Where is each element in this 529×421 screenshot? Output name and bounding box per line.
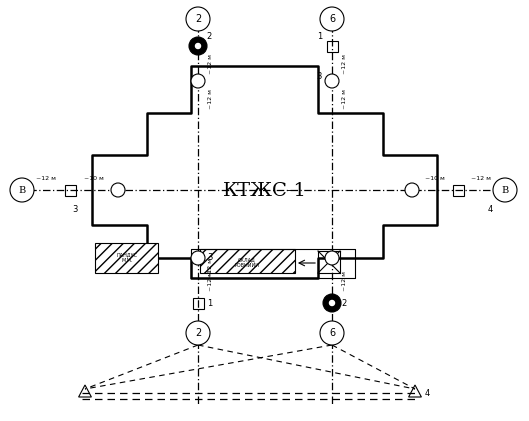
Text: ~10 м: ~10 м (84, 176, 104, 181)
Bar (200, 249, 295, 273)
Circle shape (111, 183, 125, 197)
Text: ~12 м: ~12 м (36, 176, 56, 181)
Text: ~12 м: ~12 м (471, 176, 491, 181)
Circle shape (405, 183, 419, 197)
Circle shape (325, 251, 339, 265)
Text: 1: 1 (317, 32, 322, 40)
Text: ~12 м: ~12 м (342, 89, 346, 109)
Text: ПАНДУС
М.М.: ПАНДУС М.М. (116, 253, 138, 264)
Circle shape (186, 321, 210, 345)
Text: В: В (19, 186, 25, 195)
Bar (452, 184, 463, 195)
Text: 6: 6 (329, 328, 335, 338)
Text: 2: 2 (206, 32, 211, 40)
Text: ~12 м: ~12 м (207, 89, 213, 109)
Text: КТЖС-1: КТЖС-1 (223, 182, 307, 200)
Circle shape (10, 178, 34, 202)
Text: ~12 м: ~12 м (207, 54, 213, 74)
Circle shape (325, 74, 339, 88)
Bar (65, 184, 76, 195)
Text: ~12 м: ~12 м (342, 54, 346, 74)
Text: 2: 2 (195, 328, 201, 338)
Circle shape (323, 294, 341, 312)
Text: СКЛАД
РОВНИИИ: СКЛАД РОВНИИИ (234, 258, 260, 269)
Circle shape (320, 321, 344, 345)
Bar (193, 298, 204, 309)
Circle shape (493, 178, 517, 202)
Circle shape (189, 37, 207, 55)
Circle shape (191, 251, 205, 265)
Bar (326, 40, 338, 51)
Circle shape (320, 7, 344, 31)
Circle shape (186, 7, 210, 31)
Text: 4: 4 (425, 389, 430, 397)
Text: 3: 3 (207, 253, 212, 263)
Circle shape (191, 74, 205, 88)
Bar (95, 243, 158, 273)
Text: 3: 3 (317, 72, 322, 80)
Text: ~12 м: ~12 м (207, 258, 213, 278)
Circle shape (196, 43, 200, 48)
Text: 2: 2 (341, 298, 346, 307)
Text: ~12 м: ~12 м (342, 271, 346, 291)
Text: 4: 4 (487, 205, 492, 214)
Circle shape (330, 301, 334, 306)
Text: 2: 2 (195, 14, 201, 24)
Text: 3: 3 (72, 205, 78, 214)
Text: ~10 м: ~10 м (425, 176, 445, 181)
Text: ~12 м: ~12 м (207, 271, 213, 291)
Text: 6: 6 (329, 14, 335, 24)
Text: 1: 1 (207, 298, 212, 307)
Text: В: В (501, 186, 508, 195)
